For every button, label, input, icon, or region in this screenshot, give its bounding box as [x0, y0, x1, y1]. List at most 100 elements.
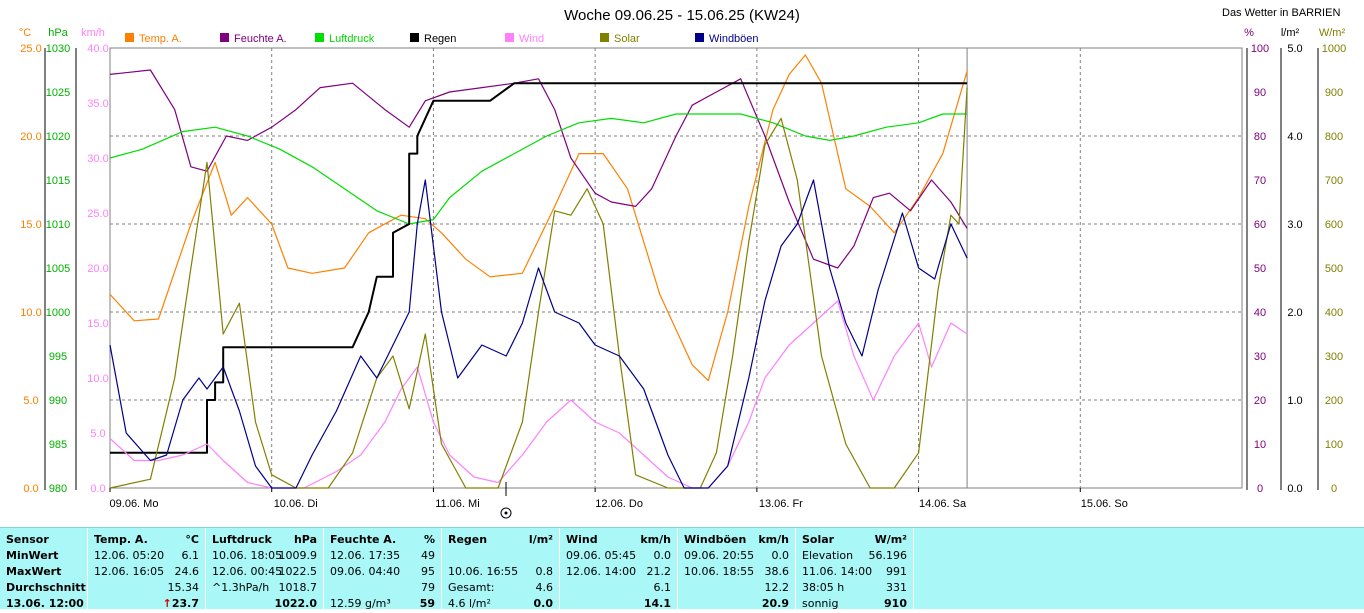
legend-item: Regen — [410, 33, 456, 45]
stat-column: Regen l/m² 10.06. 16:55 0.8 Gesamt: 4.6 4.6 l/… — [442, 528, 560, 610]
stat-header: Windböen km/h — [684, 533, 789, 549]
legend-swatch — [600, 33, 609, 42]
stat-row: Gesamt: 4.6 — [448, 581, 553, 597]
axis-tick-label: 25.0 — [20, 43, 41, 55]
legend: Temp. A. Feuchte A. Luftdruck Regen Wind Sola… — [125, 33, 759, 45]
axis-tick-label: 60 — [1254, 219, 1266, 231]
stat-unit: °C — [185, 533, 199, 546]
stat-label: 10.06. 16:55 — [448, 565, 519, 578]
axis-unit-label: km/h — [81, 27, 105, 39]
axis-unit-label: W/m² — [1319, 27, 1346, 39]
stat-header: Wind km/h — [566, 533, 671, 549]
stat-label: 10.06. 18:55 — [684, 565, 755, 578]
axis-tick-label: 10.0 — [87, 373, 108, 385]
legend-label: Wind — [519, 33, 544, 45]
stat-unit: % — [423, 533, 435, 546]
stat-title: Regen — [448, 533, 488, 546]
stat-value: 12.2 — [764, 581, 790, 594]
stat-column: Temp. A. °C 12.06. 05:20 6.1 12.06. 16:05 24.… — [88, 528, 206, 610]
stat-row: 11.06. 14:00 991 — [802, 565, 907, 581]
axis-tick-label: 0.0 — [90, 483, 105, 495]
stat-value: 56.196 — [868, 549, 908, 562]
axis-tick-label: 3.0 — [1287, 219, 1302, 231]
axis-rain: l/m² 0.0 1.0 2.0 3.0 4.0 5.0 — [1280, 27, 1303, 495]
stat-value: 20.9 — [761, 597, 789, 610]
stat-row: 6.1 — [566, 581, 672, 597]
stat-header: Temp. A. °C — [94, 533, 199, 549]
stat-row: ↑23.7 — [94, 597, 199, 613]
stat-value: 15.34 — [167, 581, 200, 594]
axis-tick-label: 995 — [49, 351, 67, 363]
stat-row: 14.1 — [566, 597, 671, 613]
stat-value: 0.0 — [533, 597, 554, 610]
stat-title: Solar — [802, 533, 835, 546]
scroll-marker[interactable] — [500, 482, 512, 519]
x-tick-label: 15.06. So — [1081, 498, 1128, 510]
stat-row: 10.06. 18:55 38.6 — [684, 565, 789, 581]
axis-tick-label: 5.0 — [1287, 43, 1302, 55]
axis-tick-label: 20 — [1254, 395, 1266, 407]
axis-tick-label: 50 — [1254, 263, 1266, 275]
stat-row — [448, 549, 553, 565]
stat-value: 14.1 — [643, 597, 671, 610]
axis-unit-label: l/m² — [1281, 27, 1300, 39]
x-tick-label: 11.06. Mi — [435, 498, 479, 510]
stat-row: 12.59 g/m³ 59 — [330, 597, 435, 613]
axis-tick-label: 35.0 — [87, 98, 108, 110]
axis-tick-label: 0.0 — [23, 483, 38, 495]
stat-column: Feuchte A.% 12.06. 17:35 49 09.06. 04:40 95 7… — [324, 528, 442, 610]
stat-title: Temp. A. — [94, 533, 148, 546]
stat-unit: km/h — [640, 533, 671, 546]
stat-row: Durchschnitt — [6, 581, 86, 597]
stat-unit: hPa — [293, 533, 317, 546]
series-lines — [109, 54, 968, 489]
axis-tick-label: 5.0 — [23, 395, 38, 407]
stat-header: Sensor — [6, 533, 81, 549]
axis-tick-label: 990 — [49, 395, 67, 407]
legend-swatch — [315, 33, 324, 42]
axes: °C 0.0 5.0 10.0 15.0 20.0 25.0 hPa 980 985 990 995 1… — [19, 27, 1346, 495]
legend-item: Wind — [505, 33, 544, 45]
stat-column: Windböen km/h 09.06. 20:55 0.0 10.06. 18:55 3… — [678, 528, 796, 610]
x-tick-label: 09.06. Mo — [110, 498, 159, 510]
x-axis-labels: 09.06. Mo 10.06. Di 11.06. Mi 12.06. Do 13.0… — [109, 488, 1128, 510]
stat-unit: l/m² — [528, 533, 553, 546]
stat-row: 09.06. 20:55 0.0 — [684, 549, 789, 565]
trend-up-icon: ↑ — [162, 597, 172, 610]
stat-value: 6.1 — [653, 581, 672, 594]
axis-tick-label: 1.0 — [1287, 395, 1302, 407]
axis-tick-label: 800 — [1325, 131, 1343, 143]
axis-tick-label: 500 — [1325, 263, 1343, 275]
stat-row: sonnig 910 — [802, 597, 907, 613]
series-line-wind — [109, 300, 968, 489]
axis-tick-label: 20.0 — [20, 131, 41, 143]
stat-row: 38:05 h 331 — [802, 581, 907, 597]
stat-row: Elevation 56.196 — [802, 549, 907, 565]
stat-value: 331 — [886, 581, 907, 594]
stat-label: Gesamt: — [448, 581, 495, 594]
axis-tick-label: 985 — [49, 439, 67, 451]
axis-tick-label: 0 — [1257, 483, 1263, 495]
series-line-luftdruck — [109, 113, 968, 225]
stat-title: Wind — [566, 533, 598, 546]
stat-value: ↑23.7 — [162, 597, 199, 610]
axis-tick-label: 400 — [1325, 307, 1343, 319]
stat-value: 38.6 — [764, 565, 790, 578]
axis-tick-label: 80 — [1254, 131, 1266, 143]
x-tick-label: 12.06. Do — [595, 498, 643, 510]
stat-unit: W/m² — [874, 533, 907, 546]
axis-tick-label: 600 — [1325, 219, 1343, 231]
stat-label: 12.06. 00:45 — [212, 565, 283, 578]
axis-tick-label: 2.0 — [1287, 307, 1302, 319]
stat-row: 1022.0 — [212, 597, 317, 613]
stat-value: 59 — [419, 597, 435, 610]
stat-header: Luftdruck hPa — [212, 533, 317, 549]
axis-tick-label: 30.0 — [87, 153, 108, 165]
axis-tick-label: 20.0 — [87, 263, 108, 275]
legend-label: Luftdruck — [329, 33, 375, 45]
legend-label: Regen — [424, 33, 456, 45]
stat-value: 6.1 — [181, 549, 200, 562]
stat-value: 991 — [886, 565, 907, 578]
stat-value: 1022.0 — [274, 597, 317, 610]
stat-row: 13.06. 12:00 — [6, 597, 84, 613]
